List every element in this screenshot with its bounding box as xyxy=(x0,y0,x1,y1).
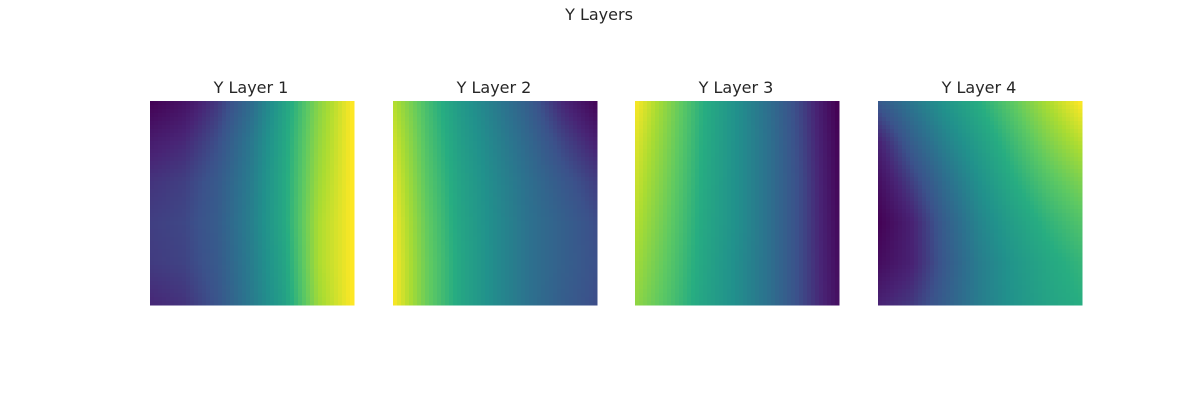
panel-title: Y Layer 3 xyxy=(698,78,774,97)
figure-title: Y Layers xyxy=(564,5,633,24)
heatmap-image xyxy=(393,101,598,306)
heatmap-image xyxy=(150,101,355,306)
panel-title: Y Layer 1 xyxy=(213,78,289,97)
heatmap-panel-2: Y Layer 2 xyxy=(393,78,598,306)
panel-title: Y Layer 4 xyxy=(941,78,1017,97)
heatmap-image xyxy=(878,101,1083,306)
heatmap-panel-4: Y Layer 4 xyxy=(878,78,1083,306)
heatmap-panel-1: Y Layer 1 xyxy=(150,78,355,306)
heatmap-image xyxy=(635,101,840,306)
panels: Y Layer 1 Y Layer 2 Y Layer 3 Y Layer 4 xyxy=(150,78,1083,306)
panel-title: Y Layer 2 xyxy=(456,78,532,97)
heatmap-panel-3: Y Layer 3 xyxy=(635,78,840,306)
